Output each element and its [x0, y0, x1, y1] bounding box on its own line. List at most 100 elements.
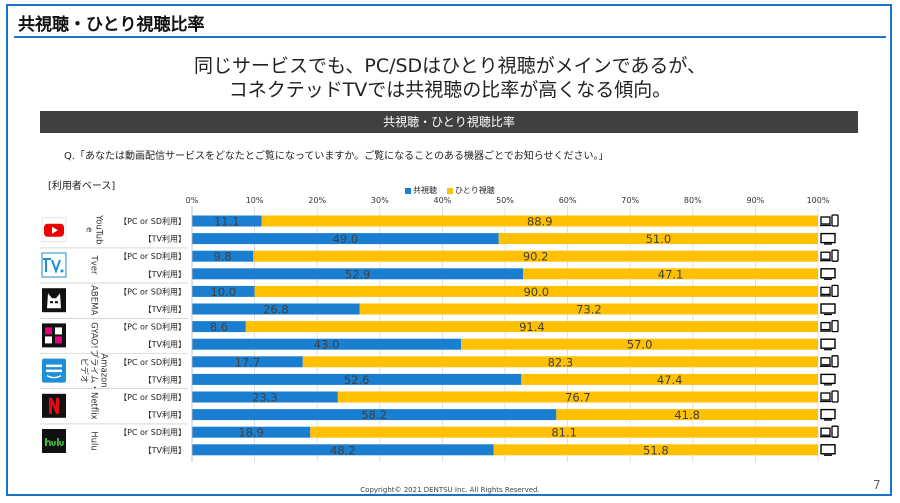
tv-icon: [820, 373, 836, 386]
x-tick-label: 40%: [434, 196, 452, 205]
legend-label-co-viewing: 共視聴: [413, 186, 437, 195]
legend-swatch-co-viewing: [405, 187, 411, 194]
data-label-solo-viewing: 51.0: [646, 232, 672, 246]
bar-solo-viewing: [302, 356, 818, 368]
data-label-co-viewing: 52.6: [344, 373, 370, 387]
data-label-co-viewing: 43.0: [314, 338, 340, 352]
data-label-co-viewing: 26.8: [263, 303, 289, 317]
x-tick-label: 90%: [747, 196, 765, 205]
bar-solo-viewing: [310, 426, 818, 438]
device-label: 【PC or SD利用】: [119, 216, 186, 226]
legend-label-solo-viewing: ひとり視聴: [455, 186, 495, 195]
chart-legend: 共視聴 ひとり視聴: [405, 185, 495, 196]
headline-line-1: 同じサービスでも、PC/SDはひとり視聴がメインであるが、: [193, 55, 707, 77]
tv-icon: [820, 338, 836, 351]
device-label: 【PC or SD利用】: [119, 357, 186, 367]
x-tick-label: 20%: [308, 196, 326, 205]
service-name-label: Hulu: [89, 431, 99, 451]
gyao-logo-icon: [42, 323, 66, 348]
bar-co-viewing: [192, 356, 303, 368]
slide-title: 共視聴・ひとり視聴比率: [18, 15, 205, 35]
bar-co-viewing: [192, 268, 524, 280]
section-label-bar: 共視聴・ひとり視聴比率: [40, 111, 858, 133]
service-name-label: Amazon: [99, 353, 109, 387]
data-label-co-viewing: 49.0: [333, 232, 359, 246]
tv-icon: [820, 303, 836, 316]
bar-solo-viewing: [337, 391, 818, 403]
device-label: 【TV利用】: [144, 269, 186, 279]
data-label-solo-viewing: 76.7: [565, 391, 591, 405]
service-name-label: Netflix: [89, 392, 99, 420]
data-label-solo-viewing: 81.1: [551, 426, 577, 440]
device-label: 【TV利用】: [144, 339, 186, 349]
prime-video-logo-icon: [42, 358, 66, 383]
data-label-co-viewing: 10.0: [210, 285, 236, 299]
pc-smartphone-icon: [820, 284, 839, 298]
x-tick-label: 0%: [186, 196, 199, 205]
bar-solo-viewing: [254, 285, 819, 297]
tv-icon: [820, 268, 836, 280]
pc-smartphone-icon: [820, 390, 839, 403]
hulu-logo-icon: [42, 429, 66, 453]
bar-co-viewing: [192, 233, 499, 245]
device-label: 【PC or SD利用】: [119, 286, 186, 296]
data-label-solo-viewing: 90.2: [523, 250, 549, 264]
data-label-solo-viewing: 47.1: [658, 267, 684, 281]
x-tick-label: 50%: [496, 196, 514, 205]
tver-logo-icon: [41, 252, 67, 278]
data-label-co-viewing: 52.9: [345, 267, 371, 281]
pc-smartphone-icon: [820, 214, 839, 227]
service-name-label: GYAO!: [89, 322, 99, 348]
x-tick-label: 30%: [371, 196, 389, 205]
bar-co-viewing: [192, 321, 246, 333]
device-label: 【TV利用】: [144, 374, 186, 384]
data-label-solo-viewing: 73.2: [576, 303, 602, 317]
data-label-solo-viewing: 88.9: [527, 215, 553, 229]
device-label: 【PC or SD利用】: [119, 322, 186, 332]
bar-co-viewing: [192, 250, 254, 262]
slide-frame: [6, 4, 892, 496]
title-rule: [14, 36, 886, 38]
data-label-co-viewing: 11.1: [214, 215, 240, 229]
x-tick-label: 80%: [684, 196, 702, 205]
bar-solo-viewing: [461, 338, 818, 350]
pc-smartphone-icon: [820, 319, 839, 333]
bar-solo-viewing: [245, 321, 818, 333]
survey-question: Q.「あなたは動画配信サービスをどなたとご覧になっていますか。ご覧になることのあ…: [64, 151, 609, 162]
device-label: 【TV利用】: [144, 234, 186, 244]
bar-co-viewing: [192, 338, 462, 350]
bar-solo-viewing: [523, 268, 818, 280]
data-label-solo-viewing: 82.3: [548, 355, 574, 369]
bar-co-viewing: [192, 303, 360, 315]
page-number: 7: [873, 478, 881, 492]
service-name-label: Tver: [89, 255, 99, 275]
bar-solo-viewing: [359, 303, 818, 315]
device-label: 【TV利用】: [144, 304, 186, 314]
bar-co-viewing: [192, 285, 255, 297]
data-label-co-viewing: 9.8: [214, 250, 232, 264]
netflix-logo-icon: [42, 393, 66, 418]
data-label-solo-viewing: 47.4: [657, 373, 683, 387]
device-label: 【PC or SD利用】: [119, 251, 186, 261]
tv-icon: [820, 444, 836, 456]
device-label: 【TV利用】: [144, 410, 186, 420]
data-label-solo-viewing: 57.0: [627, 338, 653, 352]
data-label-co-viewing: 23.3: [252, 391, 278, 405]
bar-solo-viewing: [253, 250, 818, 262]
abema-logo-icon: [42, 288, 66, 313]
bar-co-viewing: [192, 409, 557, 421]
data-label-solo-viewing: 90.0: [523, 285, 549, 299]
headline-line-2: コネクテッドTVでは共視聴の比率が高くなる傾向。: [228, 79, 672, 101]
tv-icon: [820, 232, 836, 245]
device-label: 【PC or SD利用】: [119, 427, 186, 437]
data-label-co-viewing: 58.2: [361, 408, 387, 422]
bar-co-viewing: [192, 391, 338, 403]
x-tick-label: 70%: [621, 196, 639, 205]
sample-basis-label: [利用者ベース]: [48, 181, 116, 192]
data-label-solo-viewing: 51.8: [643, 443, 669, 457]
data-label-co-viewing: 48.2: [330, 443, 356, 457]
x-tick-label: 100%: [807, 196, 830, 205]
service-name-label: YouTub: [94, 214, 104, 244]
data-label-co-viewing: 8.6: [210, 320, 228, 334]
